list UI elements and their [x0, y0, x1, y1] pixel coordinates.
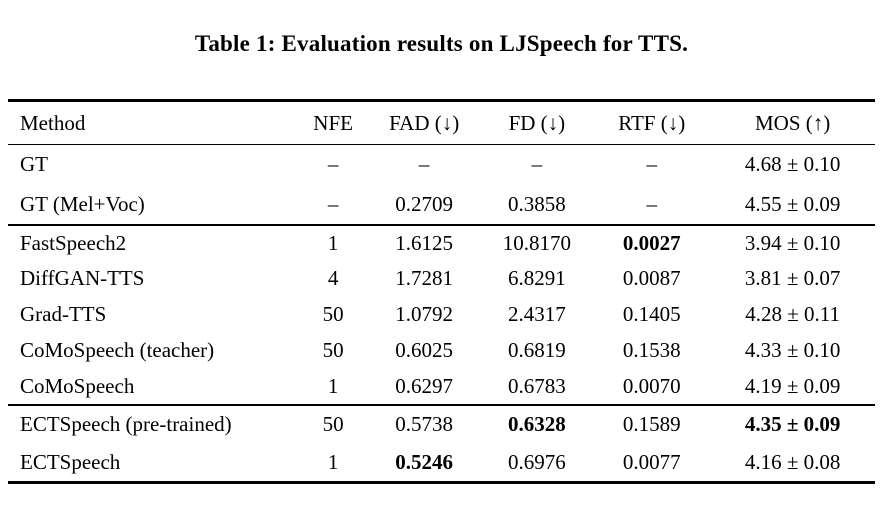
- cell-fd: 0.3858: [507, 191, 566, 216]
- col-header-method: Method: [20, 110, 86, 135]
- cell-mos: 3.94 ± 0.10: [744, 230, 841, 255]
- cell-fd: –: [531, 152, 543, 177]
- cell-method: GT: [20, 152, 48, 177]
- cell-mos: 3.81 ± 0.07: [744, 266, 841, 290]
- cell-fad: 0.5246: [395, 449, 454, 474]
- results-table: Method NFE FAD (↓) FD (↓) RTF (↓) MOS (↑…: [8, 99, 875, 484]
- col-header-fad: FAD (↓): [389, 110, 460, 135]
- header-row: Method NFE FAD (↓) FD (↓) RTF (↓) MOS (↑…: [8, 101, 875, 145]
- cell-fd: 6.8291: [507, 266, 566, 290]
- table-header: Method NFE FAD (↓) FD (↓) RTF (↓) MOS (↑…: [8, 101, 875, 145]
- col-header-rtf: RTF (↓): [618, 110, 686, 135]
- cell-rtf: 0.0070: [622, 373, 681, 398]
- table-row: GT (Mel+Voc) – 0.2709 0.3858 – 4.55 ± 0.…: [8, 185, 875, 225]
- cell-nfe: 50: [322, 302, 344, 326]
- group-ground-truth: GT – – – – 4.68 ± 0.10 GT (Mel+Voc) – 0.…: [8, 145, 875, 225]
- cell-mos: 4.28 ± 0.11: [745, 302, 840, 326]
- cell-nfe: 4: [327, 266, 339, 290]
- cell-rtf: 0.0087: [622, 266, 681, 290]
- cell-method: CoMoSpeech: [20, 373, 135, 398]
- cell-fd: 2.4317: [507, 302, 566, 326]
- table-row: ECTSpeech (pre-trained) 50 0.5738 0.6328…: [8, 405, 875, 444]
- cell-mos: 4.19 ± 0.09: [744, 373, 841, 398]
- cell-nfe: 1: [327, 373, 339, 398]
- cell-fad: 0.6025: [395, 338, 454, 362]
- cell-method: ECTSpeech: [20, 449, 121, 474]
- cell-nfe: –: [327, 152, 339, 177]
- cell-method: Grad-TTS: [20, 302, 107, 326]
- table-row: Grad-TTS 50 1.0792 2.4317 0.1405 4.28 ± …: [8, 297, 875, 333]
- cell-mos: 4.16 ± 0.08: [744, 449, 841, 474]
- table-caption: Table 1: Evaluation results on LJSpeech …: [194, 31, 689, 56]
- cell-fd: 0.6819: [507, 338, 566, 362]
- col-header-nfe: NFE: [313, 110, 353, 135]
- cell-nfe: 50: [322, 412, 344, 436]
- cell-fad: 1.6125: [395, 230, 454, 255]
- cell-fd: 0.6328: [507, 412, 566, 436]
- table-row: CoMoSpeech (teacher) 50 0.6025 0.6819 0.…: [8, 333, 875, 369]
- table-row: GT – – – – 4.68 ± 0.10: [8, 145, 875, 185]
- group-ectspeech: ECTSpeech (pre-trained) 50 0.5738 0.6328…: [8, 404, 875, 483]
- cell-rtf: –: [646, 191, 657, 216]
- cell-rtf: 0.1589: [622, 412, 681, 436]
- col-header-fd: FD (↓): [508, 110, 566, 135]
- cell-rtf: –: [646, 152, 657, 177]
- cell-fd: 0.6976: [507, 449, 566, 474]
- cell-fad: 0.6297: [395, 373, 454, 398]
- cell-method: GT (Mel+Voc): [20, 191, 145, 216]
- cell-rtf: 0.1405: [622, 302, 681, 326]
- table-row: CoMoSpeech 1 0.6297 0.6783 0.0070 4.19 ±…: [8, 369, 875, 405]
- cell-rtf: 0.1538: [622, 338, 681, 362]
- cell-method: FastSpeech2: [20, 230, 127, 255]
- table-row: ECTSpeech 1 0.5246 0.6976 0.0077 4.16 ± …: [8, 444, 875, 483]
- cell-mos: 4.68 ± 0.10: [744, 152, 841, 177]
- cell-nfe: 1: [327, 449, 339, 474]
- cell-rtf: 0.0077: [622, 449, 681, 474]
- cell-fd: 0.6783: [507, 373, 566, 398]
- cell-mos: 4.33 ± 0.10: [744, 338, 841, 362]
- cell-rtf: 0.0027: [622, 230, 681, 255]
- cell-fad: 0.5738: [395, 412, 454, 436]
- cell-fad: 1.0792: [395, 302, 454, 326]
- cell-nfe: –: [327, 191, 339, 216]
- cell-mos: 4.35 ± 0.09: [744, 412, 841, 436]
- col-header-mos: MOS (↑): [754, 110, 831, 135]
- cell-method: CoMoSpeech (teacher): [20, 338, 215, 362]
- cell-fad: –: [418, 152, 430, 177]
- cell-fad: 0.2709: [395, 191, 454, 216]
- cell-mos: 4.55 ± 0.09: [744, 191, 841, 216]
- cell-fd: 10.8170: [502, 230, 571, 255]
- cell-nfe: 1: [327, 230, 339, 255]
- cell-method: DiffGAN-TTS: [20, 266, 145, 290]
- cell-nfe: 50: [322, 338, 344, 362]
- group-baselines: FastSpeech2 1 1.6125 10.8170 0.0027 3.94…: [8, 224, 875, 405]
- table-row: DiffGAN-TTS 4 1.7281 6.8291 0.0087 3.81 …: [8, 261, 875, 297]
- cell-fad: 1.7281: [395, 266, 454, 290]
- cell-method: ECTSpeech (pre-trained): [20, 412, 232, 436]
- table-row: FastSpeech2 1 1.6125 10.8170 0.0027 3.94…: [8, 225, 875, 261]
